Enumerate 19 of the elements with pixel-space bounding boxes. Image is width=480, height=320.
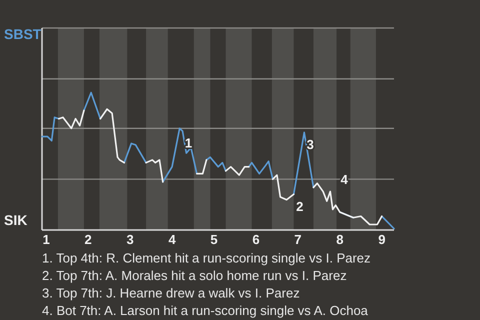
text: 2. Top 7th: A. Morales hit a solo home run vs I. Parez (42, 268, 347, 284)
annotation: 4 (340, 172, 349, 188)
x-tick-label: 5 (210, 232, 218, 247)
x-tick-label: 4 (168, 232, 176, 247)
annotation: 3 (306, 137, 314, 152)
annotation: 2 (296, 198, 304, 214)
x-tick-label: 8 (336, 232, 344, 247)
x-tick-label: 7 (294, 232, 302, 247)
x-tick-label: 2 (84, 232, 92, 247)
text: 1. Top 4th: R. Clement hit a run-scoring single vs I. Parez (42, 250, 371, 266)
x-tick-label: 3 (126, 232, 134, 247)
text: SBST (4, 26, 42, 42)
x-tick-label: 9 (378, 232, 386, 247)
x-tick-label: 1 (42, 232, 50, 247)
x-tick-label: 6 (252, 232, 260, 247)
text: 4. Bot 7th: A. Larson hit a run-scoring single vs A. Ochoa (42, 303, 369, 318)
annotation: 1 (184, 136, 192, 151)
text: SIK (4, 212, 28, 228)
text: 3. Top 7th: J. Hearne drew a walk vs I. Parez (42, 286, 300, 301)
